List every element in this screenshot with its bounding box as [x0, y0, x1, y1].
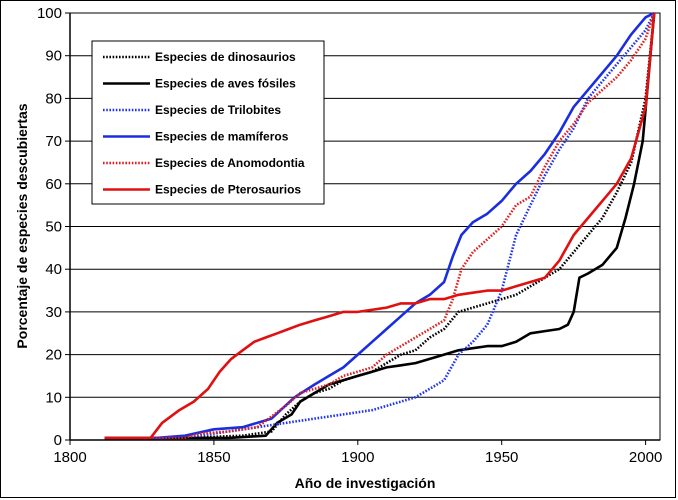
x-tick-label: 1900	[341, 449, 374, 466]
x-tick-label: 1800	[53, 449, 86, 466]
series-line-3	[104, 12, 656, 440]
x-axis-title: Año de investigación	[295, 475, 436, 491]
x-tick-label: 1850	[197, 449, 230, 466]
y-tick-label: 50	[45, 219, 62, 236]
legend-label-1: Especies de dinosaurios	[155, 50, 296, 64]
y-tick-label: 10	[45, 389, 62, 406]
y-tick-label: 20	[45, 347, 62, 364]
x-tick-label: 1950	[485, 449, 518, 466]
series-line-5	[104, 12, 656, 440]
y-tick-label: 70	[45, 133, 62, 150]
y-tick-label: 80	[45, 90, 62, 107]
x-tick-label: 2000	[629, 449, 662, 466]
series-line-6	[104, 12, 656, 440]
y-tick-label: 90	[45, 48, 62, 65]
legend-label-6: Especies de Pterosaurios	[155, 183, 301, 197]
tick-labels: 0 10 20 30 40 50 60 70 80 90 100 1800 1850 1900 1950 20…	[37, 5, 662, 466]
y-tick-label: 100	[37, 5, 62, 22]
y-tick-label: 60	[45, 176, 62, 193]
series-lines	[104, 11, 656, 440]
y-tick-label: 40	[45, 261, 62, 278]
legend-label-3: Especies de Trilobites	[155, 103, 281, 117]
legend-box	[91, 40, 325, 205]
y-tick-label: 0	[54, 432, 62, 449]
legend-label-5: Especies de Anomodontia	[155, 156, 305, 170]
legend: Especies de dinosaurios Especies de aves …	[91, 40, 325, 205]
y-tick-label: 30	[45, 304, 62, 321]
axes	[65, 12, 660, 445]
series-line-2	[104, 12, 656, 440]
y-axis-title: Porcentaje de especies descubiertas	[14, 103, 30, 348]
legend-label-2: Especies de aves fósiles	[155, 77, 296, 91]
legend-label-4: Especies de mamíferos	[155, 130, 289, 144]
